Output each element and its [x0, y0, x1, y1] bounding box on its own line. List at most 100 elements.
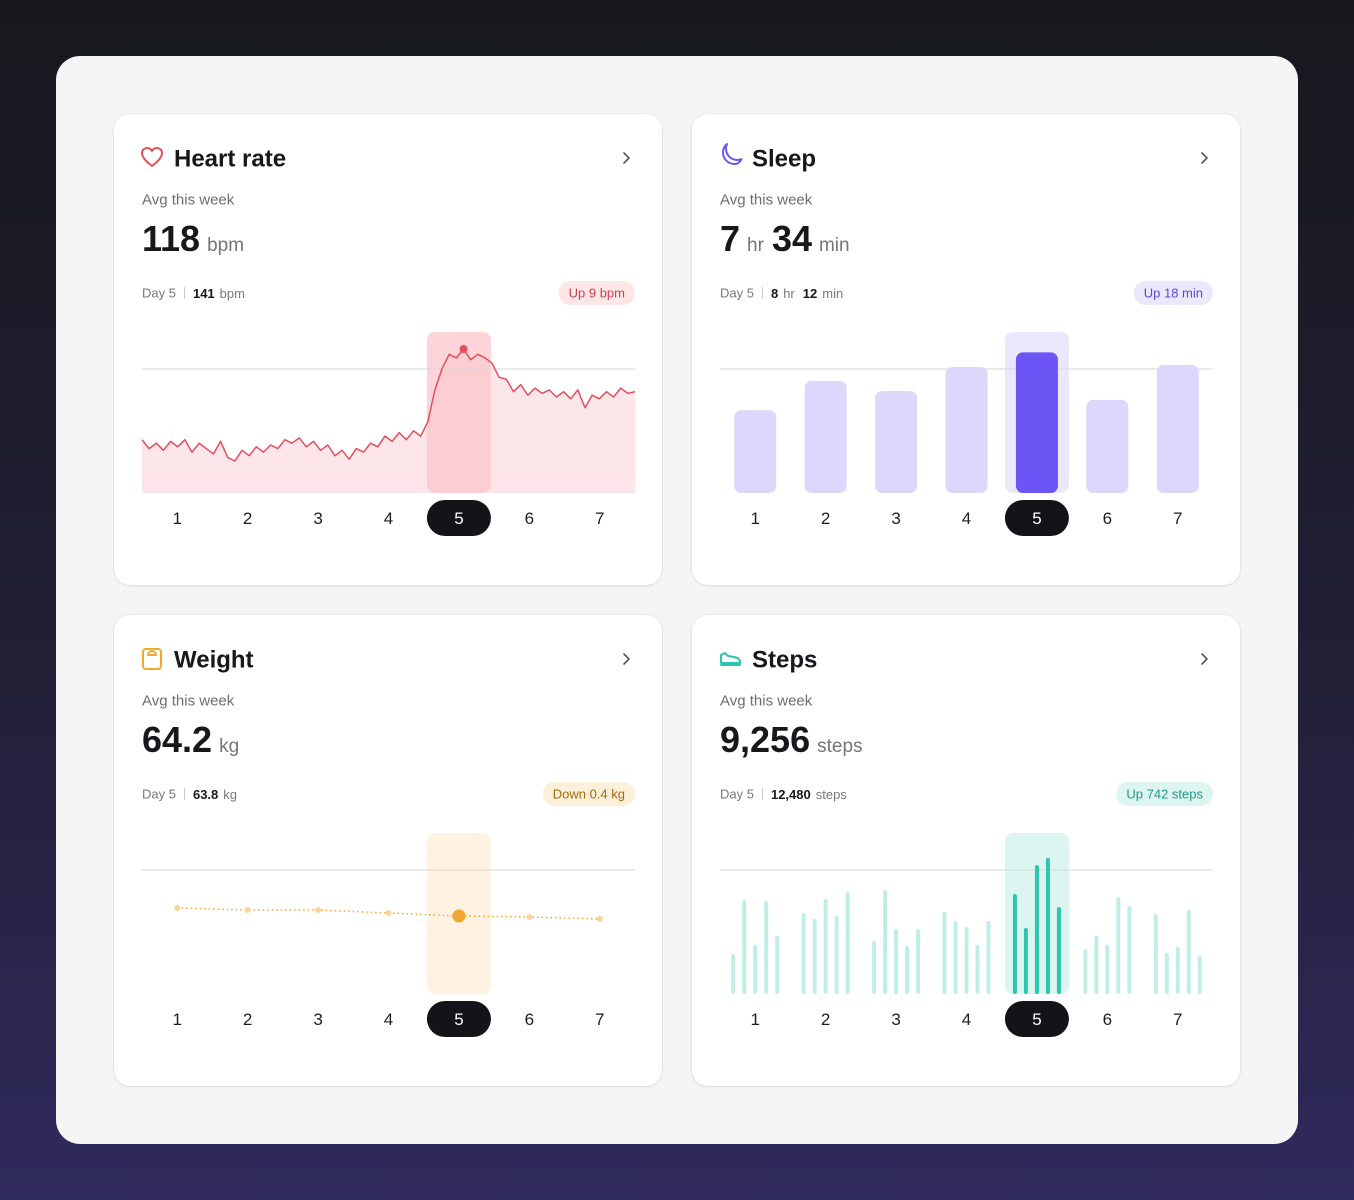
day-tick-label[interactable]: 2 [243, 1010, 252, 1029]
badge-background [558, 281, 635, 305]
step-bar [845, 892, 850, 994]
step-bar [916, 929, 921, 994]
day-tick-label[interactable]: 7 [1173, 1010, 1182, 1029]
chart [720, 332, 1213, 493]
chart [141, 332, 636, 493]
card-title: Sleep [752, 146, 816, 173]
day-tick-label[interactable]: 1 [172, 509, 181, 528]
average-unit: min [819, 235, 850, 256]
step-bar [1083, 949, 1088, 994]
area-fill [142, 349, 635, 493]
day-tick-label[interactable]: 4 [384, 509, 393, 528]
average-unit: steps [817, 736, 862, 757]
chevron[interactable] [623, 653, 630, 665]
step-bar [883, 890, 888, 994]
heart-rate-line [141, 348, 636, 462]
average-value: 118 bpm [142, 218, 244, 259]
change-badge: Down 0.4 kg [553, 787, 625, 802]
weight-point [452, 909, 466, 923]
selected-day-pill[interactable] [1004, 500, 1069, 536]
day-label: Day 5 [142, 787, 176, 802]
step-bar [1034, 865, 1039, 994]
step-bar [775, 936, 780, 994]
day-tick-label[interactable]: 4 [384, 1010, 393, 1029]
sleep-bar [1156, 365, 1199, 493]
change-badge: Up 18 min [1144, 286, 1203, 301]
selected-day-pill[interactable] [426, 500, 491, 536]
day-unit: bpm [220, 286, 245, 301]
day-tick-label[interactable]: 5 [1032, 1010, 1041, 1029]
selected-day-pill[interactable] [426, 1001, 491, 1037]
metric-card[interactable]: Heart rate Avg this week 118 bpm Day 5 141 bpm… [114, 114, 662, 585]
peak-dot [459, 345, 468, 353]
chevron[interactable] [623, 152, 630, 164]
step-bar [1186, 910, 1191, 994]
day-unit: kg [223, 787, 237, 802]
metric-card[interactable]: Weight Avg this week 64.2 kg Day 5 63.8 kg Down… [114, 615, 662, 1086]
day-tick-label[interactable]: 5 [454, 1010, 463, 1029]
day-label: Day 5 [142, 286, 176, 301]
sleep-bar [875, 391, 918, 493]
day-tick-label[interactable]: 1 [172, 1010, 181, 1029]
step-bar [986, 921, 991, 994]
card-subtitle: Avg this week [142, 192, 235, 209]
chevron[interactable] [1201, 152, 1208, 164]
selected-day-pill[interactable] [1004, 1001, 1069, 1037]
badge-background [1116, 782, 1213, 806]
day-tick-label[interactable]: 7 [595, 1010, 604, 1029]
day-tick-label[interactable]: 2 [243, 509, 252, 528]
day-tick-label[interactable]: 7 [595, 509, 604, 528]
step-bar [894, 929, 899, 994]
step-bar [942, 912, 947, 994]
step-bar [1023, 928, 1028, 994]
step-bar [1045, 858, 1050, 994]
day-unit: min [822, 286, 843, 301]
metric-card[interactable]: Steps Avg this week 9,256 steps Day 5 12,480 s… [692, 615, 1240, 1086]
card-title: Weight [174, 647, 254, 674]
step-bar [1056, 907, 1061, 994]
step-bar [742, 900, 747, 994]
day-unit: hr [783, 286, 795, 301]
weight-point [526, 914, 533, 920]
day-tick-label[interactable]: 3 [313, 1010, 322, 1029]
card-icon [722, 143, 743, 165]
day-tick-label[interactable]: 6 [1103, 1010, 1112, 1029]
day-label: Day 5 [720, 787, 754, 802]
day-tick-label[interactable]: 3 [891, 509, 900, 528]
badge-background [542, 782, 635, 806]
day-tick-label[interactable]: 3 [313, 509, 322, 528]
step-bar [975, 945, 980, 994]
average-number: 9,256 [720, 719, 810, 760]
day-tick-label[interactable]: 4 [962, 509, 971, 528]
card-subtitle: Avg this week [142, 693, 235, 710]
day-value: 12,480 steps [771, 787, 847, 802]
day-tick-label[interactable]: 3 [891, 1010, 900, 1029]
weight-point [244, 907, 251, 913]
step-bar [731, 954, 736, 994]
day-tick-label[interactable]: 1 [750, 509, 759, 528]
day-tick-label[interactable]: 6 [525, 509, 534, 528]
sleep-bar [1015, 352, 1058, 493]
day-tick-label[interactable]: 5 [454, 509, 463, 528]
sleep-bar [1086, 399, 1129, 493]
day-tick-label[interactable]: 2 [821, 1010, 830, 1029]
step-bar [1164, 953, 1169, 994]
step-bar [801, 913, 806, 994]
day-tick-label[interactable]: 6 [1103, 509, 1112, 528]
step-bar [1116, 897, 1121, 994]
day-tick-label[interactable]: 2 [821, 509, 830, 528]
card-icon [141, 147, 163, 167]
average-value: 7 hr 34 min [720, 218, 850, 259]
day-number: 8 [771, 286, 778, 301]
day-tick-label[interactable]: 7 [1173, 509, 1182, 528]
step-bar [812, 919, 817, 994]
day-tick-label[interactable]: 6 [525, 1010, 534, 1029]
day-label: Day 5 [720, 286, 754, 301]
day-tick-label[interactable]: 5 [1032, 509, 1041, 528]
chevron[interactable] [1201, 653, 1208, 665]
day-tick-label[interactable]: 1 [750, 1010, 759, 1029]
day-tick-label[interactable]: 4 [962, 1010, 971, 1029]
card-icon [720, 652, 741, 666]
